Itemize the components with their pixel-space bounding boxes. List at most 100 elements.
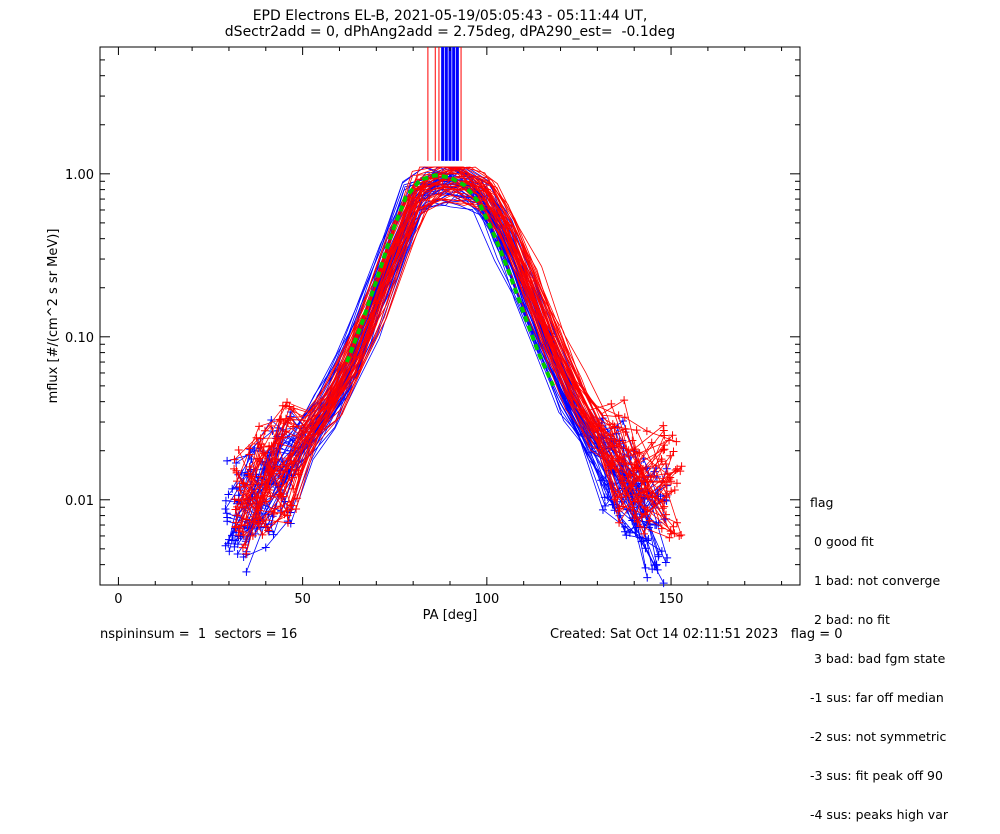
- series-1-marker-39-18: [640, 529, 649, 538]
- legend-item-bad-fgm: 3 bad: bad fgm state: [810, 651, 946, 666]
- series-1-marker-30-2: [287, 501, 296, 510]
- series-0-curve-18: [240, 168, 661, 537]
- series-1-point-2: [283, 454, 292, 463]
- flag-legend: flag 0 good fit 1 bad: not converge 2 ba…: [810, 470, 948, 834]
- series-1-marker-12-17: [615, 518, 624, 527]
- series-0-marker-4-0: [242, 567, 251, 576]
- series-0-curve-29: [226, 166, 647, 522]
- series-1-marker-31-0: [233, 477, 242, 486]
- series-1-marker-39-0: [242, 549, 251, 558]
- chart-canvas: 0 50 100 150 0.01 0.10 1.00 PA [deg] mflux [#/…: [46, 46, 801, 623]
- axis-ticks: 0 50 100 150 0.01 0.10 1.00: [65, 46, 800, 607]
- series-1-curve-10: [252, 176, 681, 537]
- series-1-curve-20: [235, 187, 664, 529]
- series-1-marker-37-2: [289, 422, 298, 431]
- series-0-marker-17-0: [230, 542, 239, 551]
- series-0-curve-36: [235, 171, 657, 566]
- series-1-marker-28-2: [285, 402, 294, 411]
- series-1-marker-39-17: [617, 474, 626, 483]
- series-1-marker-26-2: [274, 481, 283, 490]
- series-1-marker-24-0: [237, 521, 246, 530]
- series-1-marker-35-2: [281, 414, 290, 423]
- series-1-point-16: [593, 422, 602, 431]
- series-1-marker-21-19: [669, 522, 678, 531]
- series-0-curve-8: [246, 177, 668, 558]
- series-0-marker-12-0: [229, 536, 238, 545]
- series-1-marker-10-0: [248, 531, 257, 540]
- series-1-marker-24-19: [665, 436, 674, 445]
- y-tick-label-0: 0.01: [65, 494, 94, 509]
- series-1-marker-6-17: [607, 399, 616, 408]
- series-1-marker-15-0: [235, 482, 244, 491]
- series-1-marker-11-0: [236, 486, 245, 495]
- series-1-marker-35-1: [259, 491, 268, 500]
- series-1-point-5: [350, 353, 359, 362]
- series-0-marker-39-19: [654, 552, 663, 561]
- series-1-marker-3-0: [234, 446, 243, 455]
- series-0-marker-23-0: [228, 484, 237, 493]
- series-0-marker-28-17: [608, 500, 617, 509]
- series-1-marker-21-1: [264, 526, 273, 535]
- series-1-marker-37-17: [621, 428, 630, 437]
- series-1-marker-29-19: [675, 532, 684, 541]
- series-0-marker-20-19: [643, 573, 652, 582]
- series-0-curve-2: [244, 200, 666, 528]
- series-1-marker-33-19: [665, 533, 674, 542]
- series-1-curve-15: [239, 183, 668, 523]
- series-1-curve-1: [242, 199, 671, 548]
- series-0-marker-21-17: [601, 501, 610, 510]
- series-1-marker-36-2: [277, 493, 286, 502]
- series-0-marker-35-19: [641, 544, 650, 553]
- series-1-curve-27: [236, 184, 665, 508]
- y-tick-label-1: 0.10: [65, 331, 94, 346]
- series-1-marker-35-0: [237, 500, 246, 509]
- series-0-curve-30: [245, 184, 667, 542]
- series-1-marker-38-0: [239, 531, 248, 540]
- series-1-marker-28-0: [241, 540, 250, 549]
- series-1-marker-37-1: [267, 442, 276, 451]
- y-axis-label: mflux [#/(cm^2 s sr MeV)]: [46, 229, 61, 404]
- series-1-marker-38-19: [667, 529, 676, 538]
- series-1-marker-35-17: [613, 493, 622, 502]
- series-0-marker-19-0: [223, 456, 232, 465]
- series-1-marker-26-1: [252, 433, 261, 442]
- series-1-curve-39: [245, 188, 674, 554]
- series-0-marker-21-2: [269, 530, 278, 539]
- series-1-marker-34-18: [642, 487, 651, 496]
- series-1-marker-39-19: [669, 447, 678, 456]
- series-1-marker-16-0: [239, 478, 248, 487]
- series-1-marker-18-1: [253, 498, 262, 507]
- series-1-point-19: [667, 477, 676, 486]
- series-1-marker-25-19: [659, 421, 668, 430]
- series-0-marker-35-0: [221, 504, 230, 513]
- series-0-curve-4: [246, 192, 667, 573]
- series-1-point-3: [306, 428, 314, 437]
- series-1-point-15: [571, 381, 580, 390]
- series-0-curve-5: [243, 195, 664, 584]
- series-1-marker-8-19: [659, 426, 668, 435]
- series-0-marker-28-19: [652, 560, 661, 569]
- series-0-marker-29-0: [222, 509, 231, 518]
- series-0-marker-5-1: [261, 543, 270, 552]
- series-1-curve-31: [236, 170, 665, 503]
- series-1-marker-11-1: [258, 530, 267, 539]
- series-1-marker-27-0: [233, 502, 242, 511]
- legend-item-not-converge: 1 bad: not converge: [810, 573, 941, 588]
- series-1-marker-34-17: [620, 396, 629, 405]
- series-0-marker-0-0: [233, 549, 242, 558]
- series-0-marker-19-18: [621, 527, 630, 536]
- series-layer: [221, 166, 686, 588]
- series-1-marker-15-19: [662, 480, 671, 489]
- series-1-marker-24-2: [281, 401, 290, 410]
- series-1-curve-34: [248, 167, 676, 498]
- series-1-marker-38-17: [615, 504, 624, 513]
- series-0-curve-0: [237, 179, 659, 571]
- fit-curve-line: [344, 173, 555, 387]
- legend-item-good-fit: 0 good fit: [810, 534, 874, 549]
- series-1-marker-25-0: [231, 518, 240, 527]
- series-0-marker-32-19: [661, 558, 670, 567]
- series-1-curve-38: [243, 202, 672, 536]
- series-1-marker-20-2: [276, 502, 285, 511]
- series-1-point-18: [637, 477, 646, 486]
- series-1-point-11: [482, 185, 491, 194]
